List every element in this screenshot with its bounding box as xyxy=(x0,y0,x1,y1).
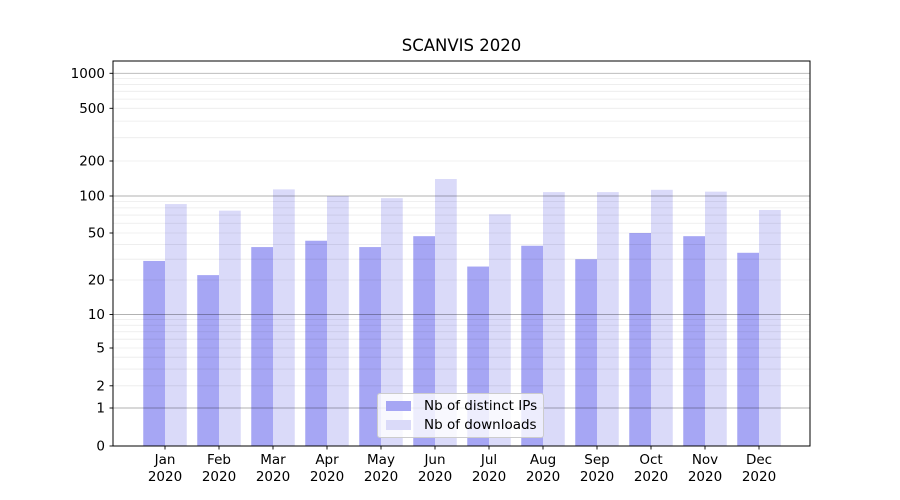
y-tick-label: 200 xyxy=(79,154,105,170)
y-tick-label: 100 xyxy=(79,189,105,205)
x-tick-label-month: Jul xyxy=(480,452,497,468)
bar-downloads-jul xyxy=(489,214,511,446)
legend-item-distinct-ips: Nb of distinct IPs xyxy=(386,398,538,415)
x-tick-label-year: 2020 xyxy=(418,469,452,485)
y-tick-label: 5 xyxy=(96,341,105,357)
x-tick-label-year: 2020 xyxy=(742,469,776,485)
bar-distinct-ips-oct xyxy=(629,233,651,446)
plot-border xyxy=(112,60,811,447)
bar-downloads-aug xyxy=(543,192,565,446)
legend-swatch-downloads xyxy=(386,419,411,430)
x-tick-label-month: Jun xyxy=(423,452,445,468)
bar-downloads-nov xyxy=(705,191,727,446)
x-tick-label-month: May xyxy=(367,452,395,468)
x-tick-label-month: Dec xyxy=(746,452,772,468)
x-tick-label-month: Jan xyxy=(154,452,176,468)
y-tick-label: 500 xyxy=(79,101,105,117)
x-tick-label-year: 2020 xyxy=(688,469,722,485)
bar-downloads-feb xyxy=(219,210,241,446)
y-tick-label: 2 xyxy=(96,379,105,395)
x-tick-label-year: 2020 xyxy=(472,469,506,485)
bar-distinct-ips-mar xyxy=(251,247,273,446)
bar-downloads-mar xyxy=(273,189,295,446)
x-tick-label-month: Apr xyxy=(315,452,339,468)
y-tick-label: 0 xyxy=(96,439,105,455)
bar-distinct-ips-may xyxy=(359,247,381,446)
x-tick-label-year: 2020 xyxy=(310,469,344,485)
bar-downloads-dec xyxy=(759,209,781,446)
legend-item-downloads: Nb of downloads xyxy=(386,416,537,433)
x-tick-label-year: 2020 xyxy=(526,469,560,485)
legend-label-distinct-ips: Nb of distinct IPs xyxy=(424,398,538,415)
y-tick-label: 10 xyxy=(88,307,105,323)
x-tick-label-year: 2020 xyxy=(148,469,182,485)
legend-label-downloads: Nb of downloads xyxy=(424,416,537,433)
bar-distinct-ips-apr xyxy=(305,240,327,446)
bar-distinct-ips-feb xyxy=(197,275,219,446)
x-tick-label-month: Mar xyxy=(260,452,286,468)
x-tick-label-month: Nov xyxy=(692,452,718,468)
legend-swatch-distinct-ips xyxy=(386,401,411,412)
y-tick-label: 1000 xyxy=(71,66,105,82)
bar-downloads-apr xyxy=(327,196,349,446)
bar-downloads-jun xyxy=(435,179,457,446)
x-tick-label-year: 2020 xyxy=(364,469,398,485)
bar-downloads-sep xyxy=(597,192,619,446)
x-tick-label-year: 2020 xyxy=(256,469,290,485)
bar-distinct-ips-sep xyxy=(575,259,597,446)
x-tick-label-month: Aug xyxy=(530,452,556,468)
chart-title: SCANVIS 2020 xyxy=(401,36,522,55)
x-tick-label-year: 2020 xyxy=(202,469,236,485)
y-tick-label: 20 xyxy=(88,273,105,289)
legend: Nb of distinct IPs Nb of downloads xyxy=(377,393,544,438)
x-tick-label-month: Sep xyxy=(584,452,609,468)
x-tick-label-year: 2020 xyxy=(580,469,614,485)
bar-distinct-ips-dec xyxy=(737,252,759,446)
y-tick-label: 1 xyxy=(96,401,105,417)
x-tick-label-month: Oct xyxy=(639,452,662,468)
x-tick-label-month: Feb xyxy=(207,452,231,468)
bar-downloads-may xyxy=(381,198,403,446)
bar-downloads-oct xyxy=(651,189,673,446)
bar-distinct-ips-nov xyxy=(683,236,705,446)
y-tick-label: 50 xyxy=(88,226,105,242)
x-tick-label-year: 2020 xyxy=(634,469,668,485)
bar-distinct-ips-jan xyxy=(143,260,165,446)
bar-downloads-jan xyxy=(165,204,187,446)
